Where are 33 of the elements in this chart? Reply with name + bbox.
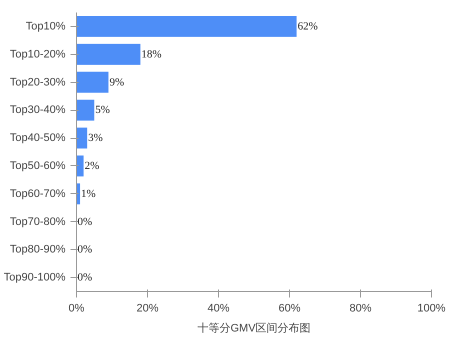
bar bbox=[76, 100, 94, 121]
data-label: 0% bbox=[78, 272, 92, 284]
y-tick-label: Top80-90% bbox=[10, 244, 66, 256]
bar bbox=[76, 155, 84, 176]
data-label: 18% bbox=[141, 48, 162, 60]
data-label: 62% bbox=[298, 20, 318, 32]
y-tick-label: Top60-70% bbox=[10, 188, 66, 200]
y-tick-label: Top70-80% bbox=[10, 216, 66, 228]
data-label: 3% bbox=[88, 132, 103, 144]
bar bbox=[76, 128, 88, 149]
x-tick-label: 60% bbox=[278, 302, 301, 314]
bar bbox=[76, 16, 297, 37]
bar bbox=[76, 44, 140, 65]
bar bbox=[76, 72, 108, 93]
y-tick-label: Top10-20% bbox=[10, 48, 66, 60]
y-tick-label: Top40-50% bbox=[10, 132, 66, 144]
y-tick-label: Top50-60% bbox=[10, 160, 66, 172]
y-tick-label: Top10% bbox=[26, 20, 66, 32]
data-label: 9% bbox=[109, 76, 124, 88]
data-label: 5% bbox=[95, 104, 110, 116]
data-label: 0% bbox=[78, 216, 92, 228]
x-tick-label: 80% bbox=[349, 302, 372, 314]
data-label: 1% bbox=[81, 188, 96, 200]
y-tick-label: Top20-30% bbox=[10, 76, 66, 88]
x-axis-title: 十等分GMV区间分布图 bbox=[197, 322, 311, 334]
x-tick-label: 0% bbox=[68, 302, 85, 314]
data-label: 0% bbox=[78, 244, 92, 256]
data-label: 2% bbox=[84, 160, 100, 172]
y-tick-label: Top30-40% bbox=[10, 104, 66, 116]
x-tick-label: 40% bbox=[207, 302, 230, 314]
x-tick-label: 20% bbox=[136, 302, 159, 314]
y-tick-label: Top90-100% bbox=[4, 272, 66, 284]
x-tick-label: 100% bbox=[417, 302, 446, 314]
